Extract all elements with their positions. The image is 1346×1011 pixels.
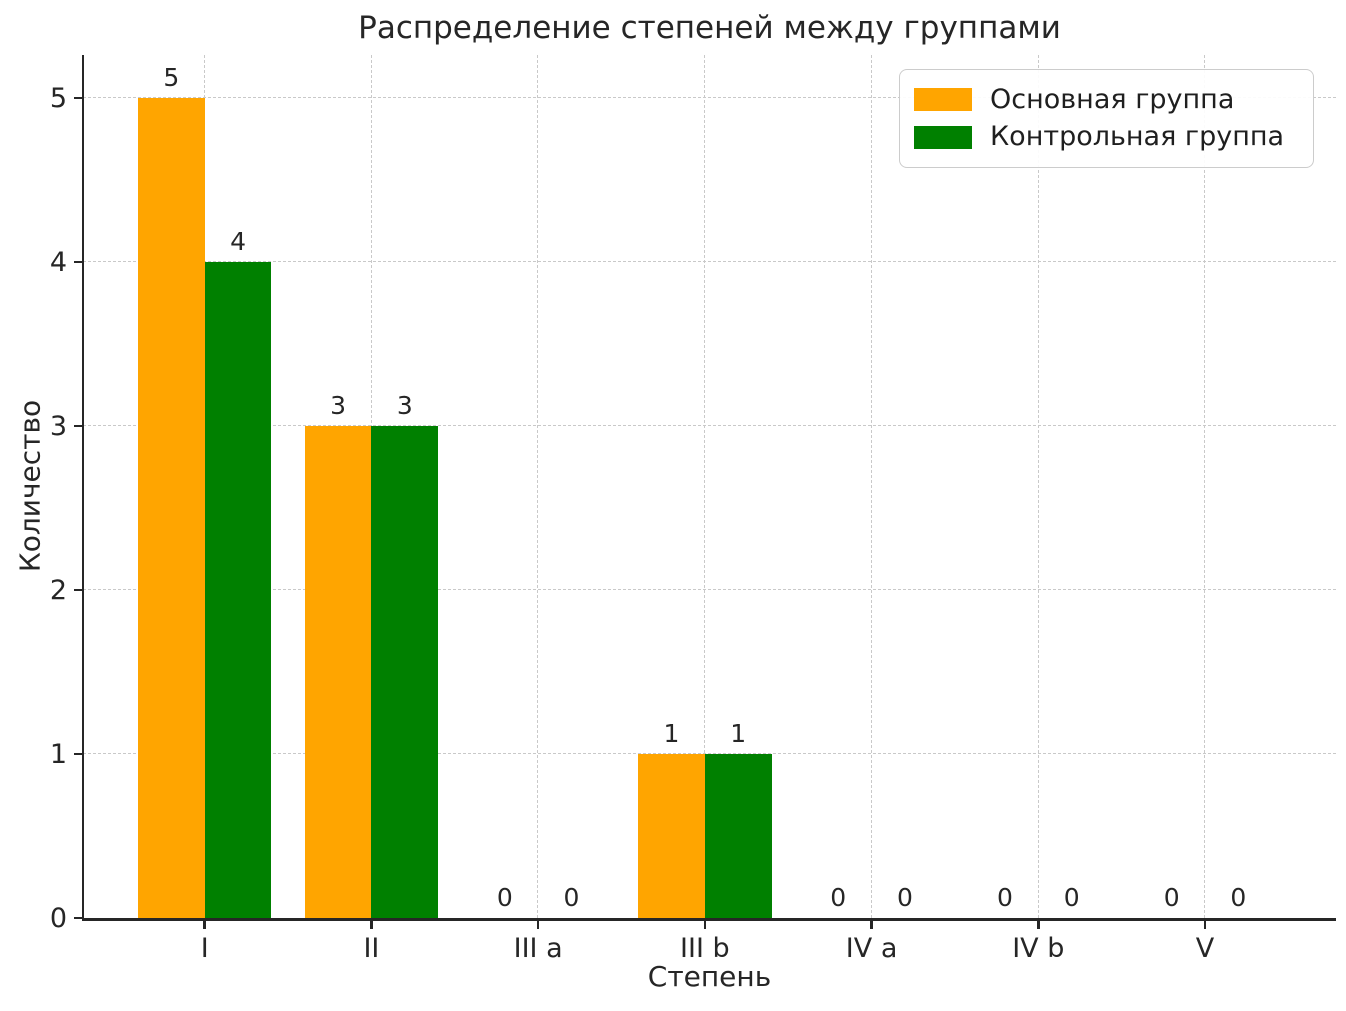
y-tick-label-0: 0	[49, 902, 67, 934]
bar-value-label-series1-cat3: 0	[563, 883, 580, 912]
legend-item-control-group: Контрольная группа	[914, 122, 1299, 152]
gridline-v-4	[704, 55, 706, 918]
bar-value-label-series0-cat6: 0	[996, 883, 1013, 912]
legend-item-main-group: Основная группа	[914, 83, 1299, 115]
y-tick-mark-1	[73, 752, 82, 756]
y-tick-label-3: 3	[49, 410, 67, 442]
bar-series1-cat4	[704, 754, 772, 918]
x-tick-label-4: III b	[680, 933, 730, 964]
chart-title: Распределение степеней между группами	[358, 10, 1061, 46]
bar-series1-cat2	[371, 426, 439, 918]
x-tick-label-7: V	[1195, 933, 1215, 964]
gridline-h-5	[83, 97, 1336, 99]
y-axis-spine	[81, 55, 84, 921]
bar-value-label-series0-cat1: 5	[163, 63, 180, 92]
bar-series1-cat1	[204, 262, 272, 918]
y-tick-label-4: 4	[49, 246, 67, 278]
bar-value-label-series0-cat7: 0	[1163, 883, 1180, 912]
bar-value-label-series1-cat5: 0	[896, 883, 913, 912]
bar-value-label-series0-cat2: 3	[330, 391, 347, 420]
x-tick-label-5: IV a	[845, 933, 898, 964]
legend-label-main-group: Основная группа	[990, 83, 1235, 115]
x-axis-label: Степень	[647, 960, 772, 993]
x-tick-mark-5	[870, 920, 873, 929]
gridline-v-5	[870, 55, 872, 918]
legend: Основная группа Контрольная группа	[899, 69, 1314, 168]
x-tick-mark-4	[703, 920, 707, 929]
gridline-v-6	[1037, 55, 1039, 918]
bar-value-label-series0-cat3: 0	[496, 883, 513, 912]
y-tick-mark-2	[73, 588, 82, 592]
gridline-h-1	[83, 753, 1336, 755]
y-tick-mark-3	[73, 424, 82, 428]
x-tick-mark-1	[203, 920, 206, 929]
x-tick-mark-6	[1037, 920, 1040, 929]
y-tick-mark-0	[73, 916, 82, 920]
legend-swatch-main-group	[914, 88, 972, 112]
y-tick-label-5: 5	[49, 82, 67, 114]
y-tick-mark-5	[73, 96, 82, 100]
legend-swatch-control-group	[914, 125, 972, 149]
gridline-v-7	[1204, 55, 1206, 918]
x-tick-label-1: I	[200, 933, 209, 964]
bar-value-label-series0-cat5: 0	[830, 883, 847, 912]
y-tick-mark-4	[73, 260, 82, 264]
y-tick-label-2: 2	[49, 574, 67, 606]
bar-value-label-series1-cat2: 3	[396, 391, 413, 420]
bar-value-label-series1-cat7: 0	[1230, 883, 1247, 912]
bar-value-label-series1-cat1: 4	[230, 227, 246, 256]
gridline-v-3	[537, 55, 539, 918]
gridline-h-2	[83, 589, 1336, 591]
bar-value-label-series1-cat6: 0	[1063, 883, 1080, 912]
x-axis-spine	[81, 918, 1336, 921]
bar-series0-cat1	[138, 98, 205, 918]
bar-series0-cat4	[638, 754, 705, 918]
y-tick-label-1: 1	[49, 738, 67, 770]
gridline-h-3	[83, 425, 1336, 427]
x-tick-label-2: II	[363, 933, 380, 964]
x-tick-label-3: III a	[513, 933, 563, 964]
x-tick-mark-7	[1203, 920, 1207, 929]
x-tick-label-6: IV b	[1012, 933, 1065, 964]
x-tick-mark-2	[370, 920, 373, 929]
gridline-h-4	[83, 261, 1336, 263]
x-tick-mark-3	[536, 920, 540, 929]
bar-value-label-series1-cat4: 1	[730, 719, 747, 748]
bar-series0-cat2	[304, 426, 372, 918]
legend-label-control-group: Контрольная группа	[990, 121, 1285, 153]
bar-value-label-series0-cat4: 1	[663, 719, 680, 748]
